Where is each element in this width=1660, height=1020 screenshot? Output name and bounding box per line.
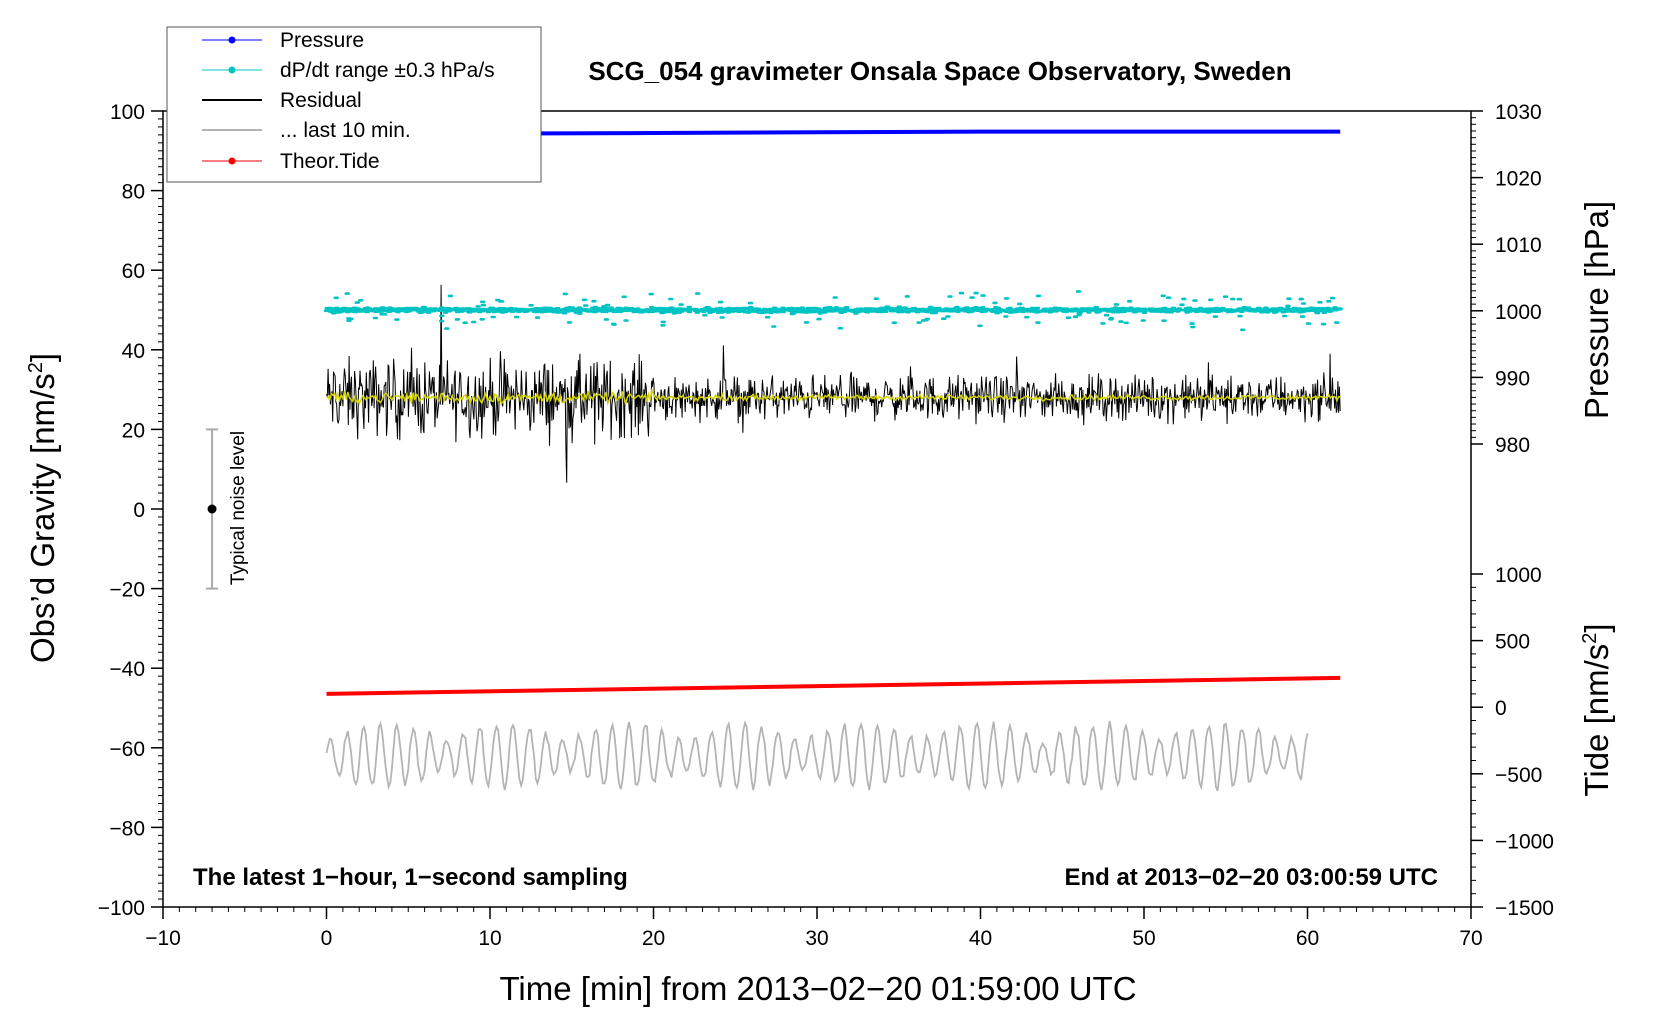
tide-tick-label: −1000 bbox=[1495, 830, 1554, 853]
pressure-tick-label: 1000 bbox=[1495, 301, 1542, 324]
legend-entry-dpdt: dP/dt range ±0.3 hPa/s bbox=[202, 59, 495, 82]
legend-label-residual: Residual bbox=[280, 89, 362, 112]
dpdt-points bbox=[323, 290, 1343, 332]
y-tick-label: 100 bbox=[110, 101, 145, 124]
y-tick-label: −100 bbox=[98, 897, 145, 920]
residual-series bbox=[326, 284, 1341, 483]
data-layer bbox=[206, 129, 1343, 792]
pressure-tick-label: 1010 bbox=[1495, 234, 1542, 257]
tide-tick-label: −500 bbox=[1495, 764, 1542, 787]
chart-title: SCG_054 gravimeter Onsala Space Observat… bbox=[588, 56, 1291, 86]
x-tick-label: 10 bbox=[478, 927, 501, 950]
noise-bar-center bbox=[207, 504, 217, 514]
x-tick-label: 30 bbox=[805, 927, 828, 950]
y-tick-label: −20 bbox=[109, 579, 145, 602]
tide-tick-label: 1000 bbox=[1495, 564, 1542, 587]
last-10-min-series bbox=[325, 719, 1309, 792]
legend-label-last10: ... last 10 min. bbox=[280, 119, 411, 142]
pressure-tick-label: 980 bbox=[1495, 434, 1530, 457]
pressure-tick-label: 990 bbox=[1495, 367, 1530, 390]
y-tick-label: −80 bbox=[109, 817, 145, 840]
y-tick-label: 40 bbox=[122, 340, 145, 363]
noise-level-label: Typical noise level bbox=[228, 431, 249, 585]
legend-box bbox=[166, 26, 542, 183]
x-axis-label: Time [min] from 2013−02−20 01:59:00 UTC bbox=[499, 970, 1136, 1007]
sampling-note: The latest 1−hour, 1−second sampling bbox=[193, 864, 628, 891]
legend-marker-tide bbox=[228, 157, 236, 165]
y-axis-label-pressure: Pressure [hPa] bbox=[1578, 201, 1615, 419]
legend-label-tide: Theor.Tide bbox=[280, 150, 380, 173]
y-tick-label: 0 bbox=[133, 499, 145, 522]
legend-marker-pressure bbox=[228, 36, 236, 44]
tide-series bbox=[326, 675, 1341, 696]
axes-layer: −10 0 10 20 30 40 50 60 70−100−80−60−40−20020406… bbox=[98, 101, 1554, 950]
x-tick-label: 70 bbox=[1459, 927, 1482, 950]
pressure-tick-label: 1030 bbox=[1495, 101, 1542, 124]
x-tick-label: 40 bbox=[969, 927, 992, 950]
pressure-tick-label: 1020 bbox=[1495, 168, 1542, 191]
residual-smoothed-series bbox=[326, 387, 1341, 407]
end-time-note: End at 2013−02−20 03:00:59 UTC bbox=[1064, 864, 1438, 891]
tide-tick-label: 500 bbox=[1495, 631, 1530, 654]
legend-entry-tide: Theor.Tide bbox=[202, 150, 380, 173]
legend-entry-pressure: Pressure bbox=[202, 29, 364, 52]
tide-tick-label: −1500 bbox=[1495, 897, 1554, 920]
y-tick-label: 60 bbox=[122, 260, 145, 283]
y-tick-label: 20 bbox=[122, 419, 145, 442]
legend-marker-dpdt bbox=[228, 66, 236, 74]
x-tick-label: 50 bbox=[1132, 927, 1155, 950]
tide-tick-label: 0 bbox=[1495, 697, 1507, 720]
legend: Pressure dP/dt range ±0.3 hPa/s Residual… bbox=[166, 26, 542, 183]
x-tick-label: 20 bbox=[642, 927, 665, 950]
y-axis-label-gravity: Obs’d Gravity [nm/s2] bbox=[24, 353, 61, 663]
legend-label-pressure: Pressure bbox=[280, 29, 364, 52]
x-tick-label: −10 bbox=[145, 927, 181, 950]
legend-entry-last10: ... last 10 min. bbox=[202, 119, 411, 142]
legend-entry-residual: Residual bbox=[202, 89, 362, 112]
x-tick-label: 60 bbox=[1296, 927, 1319, 950]
y-tick-label: 80 bbox=[122, 181, 145, 204]
y-axis-label-tide: Tide [nm/s2] bbox=[1578, 623, 1615, 796]
y-tick-label: −40 bbox=[109, 658, 145, 681]
legend-label-dpdt: dP/dt range ±0.3 hPa/s bbox=[280, 59, 495, 82]
y-tick-label: −60 bbox=[109, 738, 145, 761]
x-tick-label: 0 bbox=[321, 927, 333, 950]
plot-frame bbox=[162, 110, 1472, 908]
